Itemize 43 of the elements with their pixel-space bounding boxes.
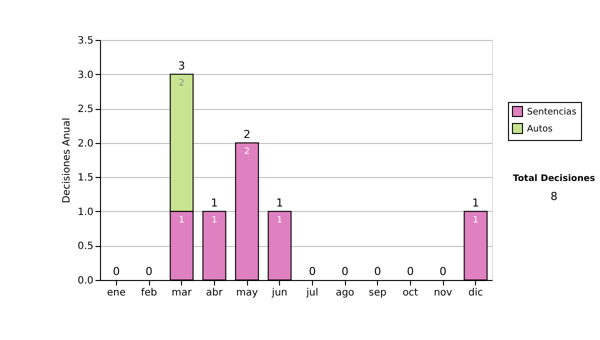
x-tick-label: nov [434,288,452,298]
y-axis-title: Decisiones Anual [62,118,73,204]
y-tick-label: 3.5 [78,36,94,46]
total-label: 3 [178,59,186,72]
total-label: 0 [406,265,414,278]
total-label: 0 [374,265,382,278]
data-label: 1 [472,215,479,226]
legend-label: Sentencias [527,108,577,118]
y-tick-label: 1.0 [78,206,94,218]
x-tick-label: abr [206,288,224,298]
data-label: 1 [178,215,185,226]
legend-label: Autos [527,124,553,134]
total-label: 1 [210,196,218,210]
total-label: 0 [112,265,120,278]
total-label: 1 [472,196,480,210]
total-label: 0 [440,265,446,278]
y-tick-label: 2.0 [78,138,94,150]
y-tick-label: 0.5 [78,241,94,252]
data-label: 1 [211,215,218,226]
data-label: 1 [276,215,283,226]
x-tick-label: jul [305,288,318,298]
total-label: 1 [276,196,284,210]
data-label: 2 [244,146,250,157]
total-label: 0 [146,265,152,278]
y-tick-label: 0.0 [78,276,94,286]
x-tick-label: oct [402,288,418,298]
x-tick-label: feb [140,288,158,298]
y-tick-label: 3.0 [78,70,94,81]
total-label: 2 [244,128,250,141]
x-tick-label: ene [107,288,126,298]
total-label: 0 [308,265,316,278]
x-tick-label: sep [368,288,387,298]
x-tick-label: ago [336,288,354,298]
x-tick-label: dic [468,288,483,298]
y-tick-label: 1.5 [78,172,94,184]
x-tick-label: mar [172,288,193,298]
text: 8 [550,190,558,203]
data-label: 2 [178,78,185,88]
x-tick-label: jun [270,288,288,298]
text: Total Decisiones [512,174,596,184]
total-label: 0 [342,265,348,278]
x-tick-label: may [236,288,258,298]
y-tick-label: 2.5 [78,104,94,116]
